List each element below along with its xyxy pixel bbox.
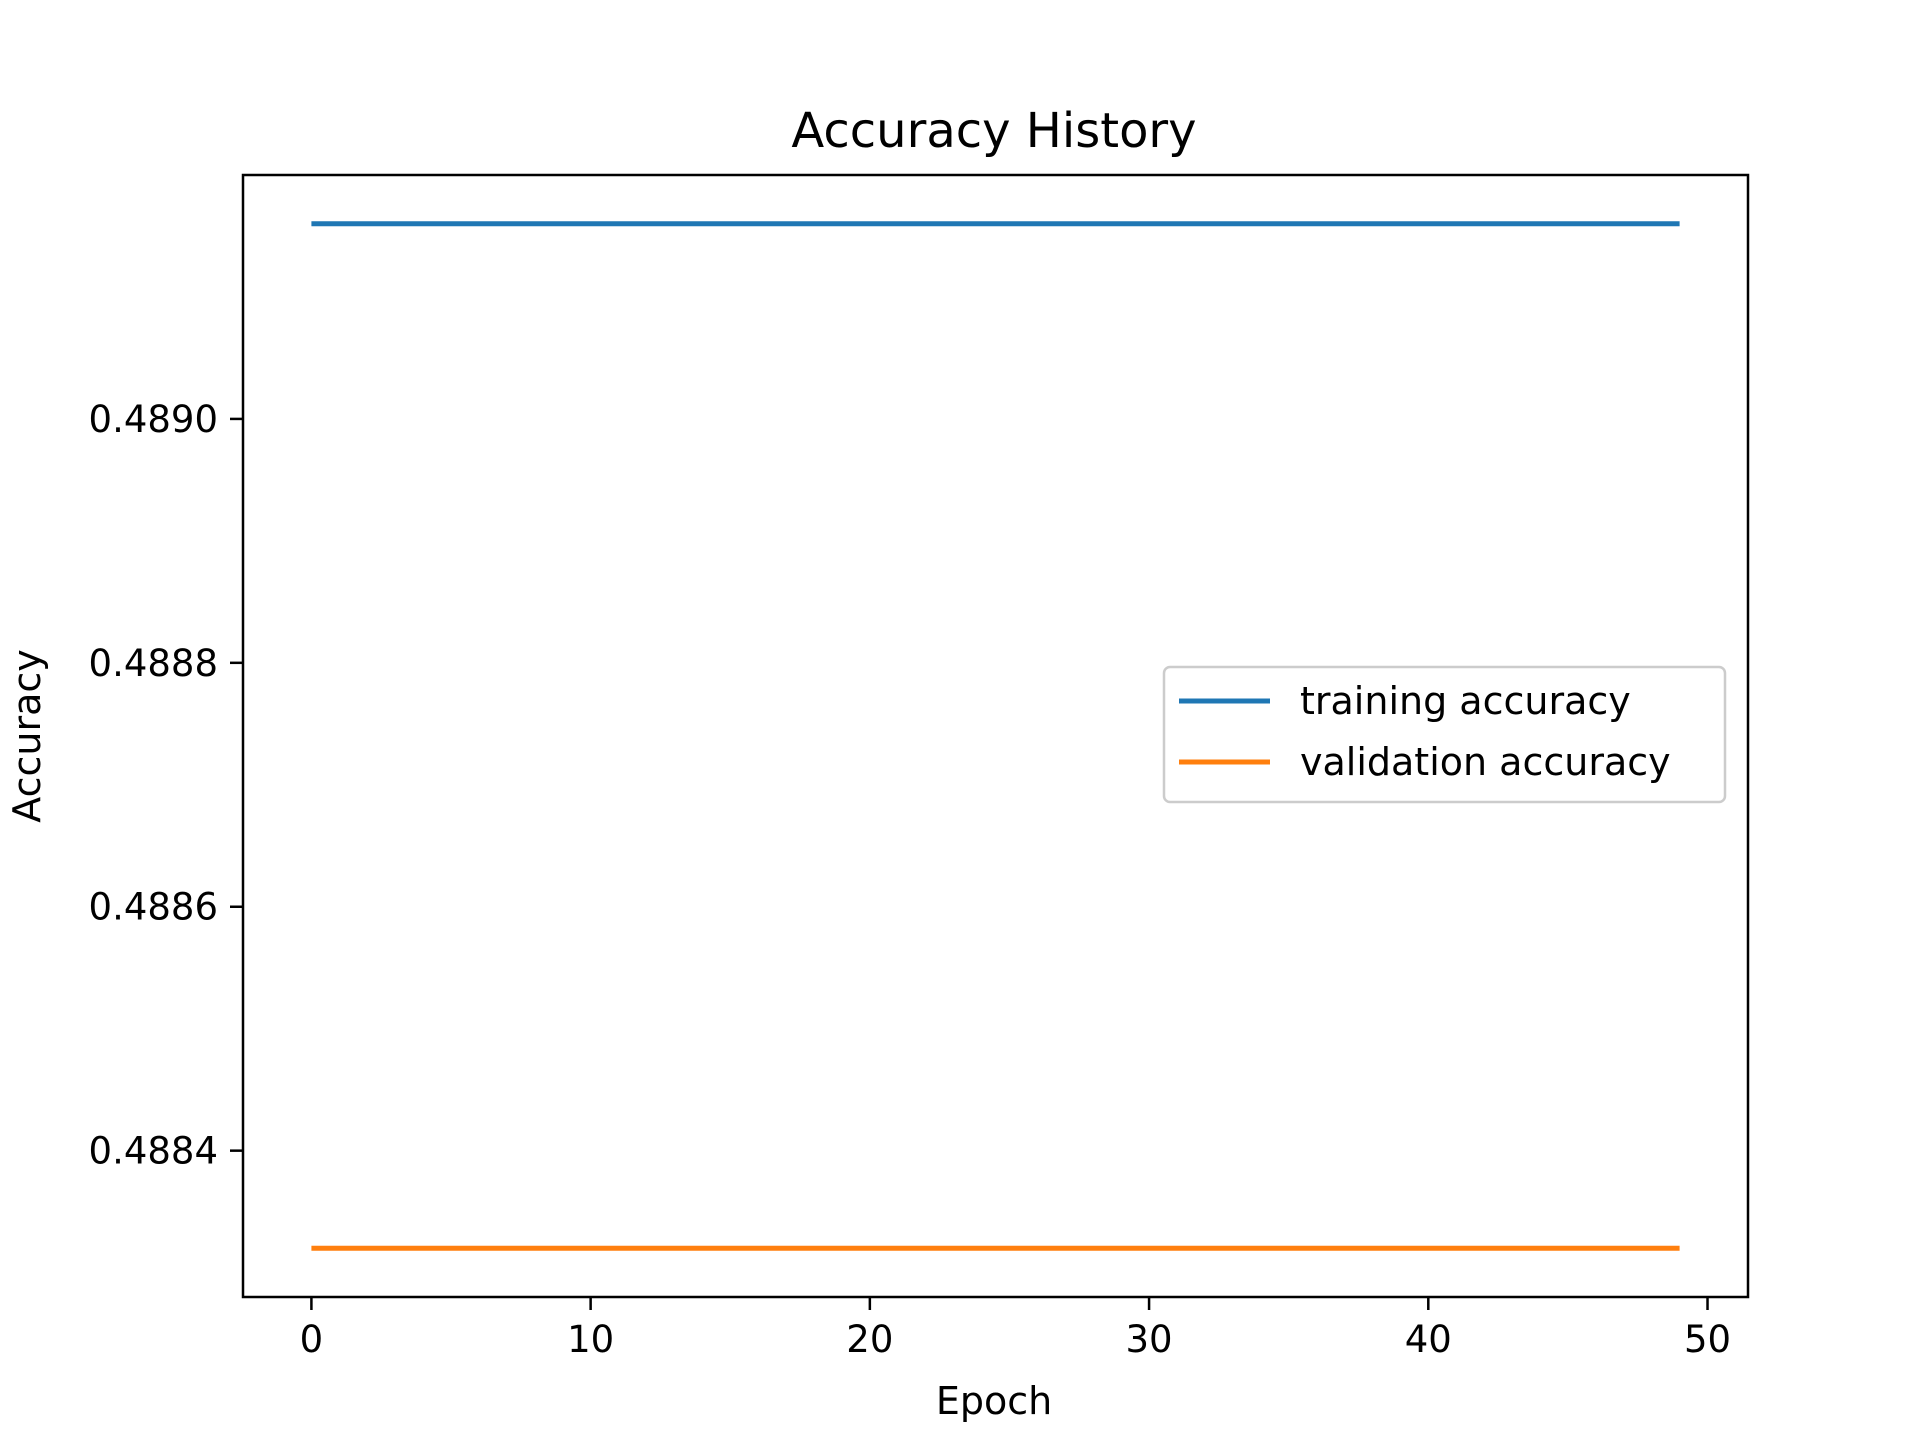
- x-axis-label: Epoch: [936, 1379, 1052, 1423]
- legend: training accuracy validation accuracy: [1162, 665, 1727, 804]
- x-tick-label: 0: [300, 1318, 324, 1361]
- chart-title: Accuracy History: [791, 103, 1196, 159]
- y-axis-label: Accuracy: [5, 649, 49, 823]
- legend-label-validation: validation accuracy: [1300, 740, 1671, 784]
- y-tick-label: 0.4886: [89, 886, 218, 929]
- y-tick-label: 0.4890: [89, 398, 218, 441]
- x-tick-label: 50: [1684, 1318, 1731, 1361]
- x-tick-label: 10: [567, 1318, 614, 1361]
- x-tick-label: 40: [1405, 1318, 1452, 1361]
- legend-label-training: training accuracy: [1300, 679, 1631, 723]
- y-tick-label: 0.4884: [89, 1130, 218, 1173]
- y-tick-label: 0.4888: [89, 642, 218, 685]
- plot-frame: [241, 173, 1750, 1299]
- x-axis: 0 10 20 30 40 50: [300, 1297, 1731, 1361]
- x-tick-label: 30: [1126, 1318, 1173, 1361]
- x-tick-label: 20: [846, 1318, 893, 1361]
- series-layer: [311, 221, 1680, 1251]
- y-axis: 0.4884 0.4886 0.4888 0.4890: [89, 398, 243, 1173]
- legend-box: [1162, 665, 1727, 804]
